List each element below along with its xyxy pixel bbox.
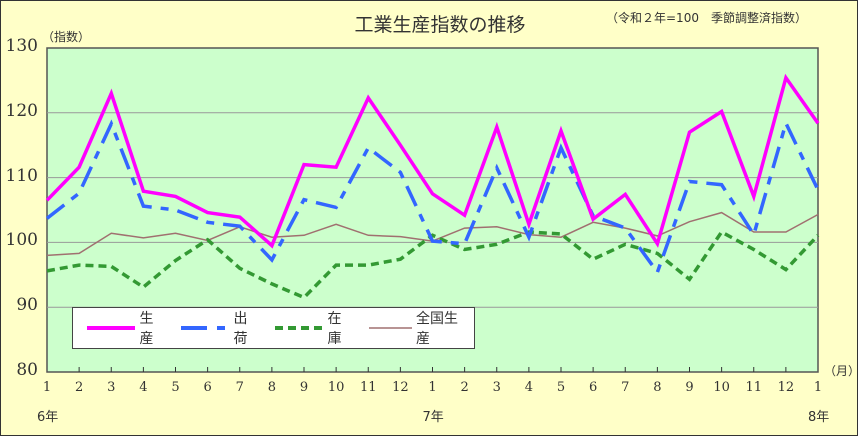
legend-item-inventory: 在庫 bbox=[273, 308, 351, 348]
legend-label: 在庫 bbox=[327, 311, 342, 347]
legend-label: 生産 bbox=[139, 311, 154, 347]
x-tick-label: 1 bbox=[813, 380, 823, 395]
x-tick-label: 1 bbox=[428, 380, 437, 395]
x-tick-label: 8 bbox=[653, 380, 662, 395]
chart-title: 工業生産指数の推移 bbox=[354, 14, 526, 36]
x-tick-label: 7 bbox=[235, 380, 244, 395]
legend-label: 全国生産 bbox=[416, 311, 458, 347]
y-tick-label: 80 bbox=[16, 360, 38, 380]
legend-label: 出荷 bbox=[233, 311, 248, 347]
y-tick-label: 120 bbox=[5, 100, 38, 121]
x-tick-label: 4 bbox=[524, 380, 534, 395]
x-tick-label: 8 bbox=[267, 380, 277, 395]
dashed-line-icon bbox=[181, 326, 230, 330]
series-line-0 bbox=[45, 73, 820, 249]
x-tick-label: 3 bbox=[492, 380, 501, 395]
x-tick-label: 10 bbox=[713, 380, 730, 395]
legend-item-production: 生産 bbox=[85, 308, 163, 348]
legend-item-shipments: 出荷 bbox=[179, 308, 257, 348]
year-label: 6年 bbox=[37, 410, 59, 425]
x-tick-label: 11 bbox=[745, 380, 763, 395]
x-tick-label: 10 bbox=[327, 380, 345, 395]
x-tick-label: 5 bbox=[171, 380, 180, 395]
y-tick-label: 130 bbox=[5, 36, 38, 56]
x-axis-unit: （月） bbox=[824, 364, 858, 378]
dotted-line-icon bbox=[275, 326, 324, 330]
x-tick-label: 9 bbox=[685, 380, 694, 395]
y-tick-label: 110 bbox=[5, 165, 38, 186]
legend-item-national: 全国生産 bbox=[367, 308, 458, 348]
x-tick-label: 4 bbox=[139, 380, 148, 395]
x-tick-label: 7 bbox=[621, 380, 630, 395]
x-tick-label: 2 bbox=[460, 380, 469, 395]
solid-line-icon bbox=[87, 326, 136, 330]
x-tick-label: 5 bbox=[556, 380, 566, 395]
series-line-2 bbox=[46, 229, 820, 300]
legend: 生産 出荷 在庫 全国生産 bbox=[72, 307, 475, 349]
x-tick-label: 12 bbox=[777, 380, 795, 395]
x-tick-label: 6 bbox=[203, 380, 212, 395]
y-axis-unit: （指数） bbox=[42, 30, 91, 44]
chart-subtitle: （令和２年=100 季節調整済指数） bbox=[606, 11, 807, 25]
y-tick-label: 100 bbox=[5, 230, 38, 251]
series-line-1 bbox=[45, 118, 820, 276]
x-tick-label: 2 bbox=[74, 380, 84, 395]
x-tick-label: 11 bbox=[359, 380, 377, 395]
x-tick-label: 3 bbox=[107, 380, 116, 395]
y-tick-label: 90 bbox=[16, 295, 38, 316]
thin-line-icon bbox=[369, 327, 412, 329]
x-tick-label: 1 bbox=[42, 380, 52, 395]
x-tick-label: 12 bbox=[392, 380, 409, 395]
x-tick-label: 9 bbox=[299, 380, 309, 395]
x-tick-label: 6 bbox=[588, 380, 598, 395]
year-label: 7年 bbox=[422, 410, 444, 425]
year-label: 8年 bbox=[808, 410, 830, 425]
